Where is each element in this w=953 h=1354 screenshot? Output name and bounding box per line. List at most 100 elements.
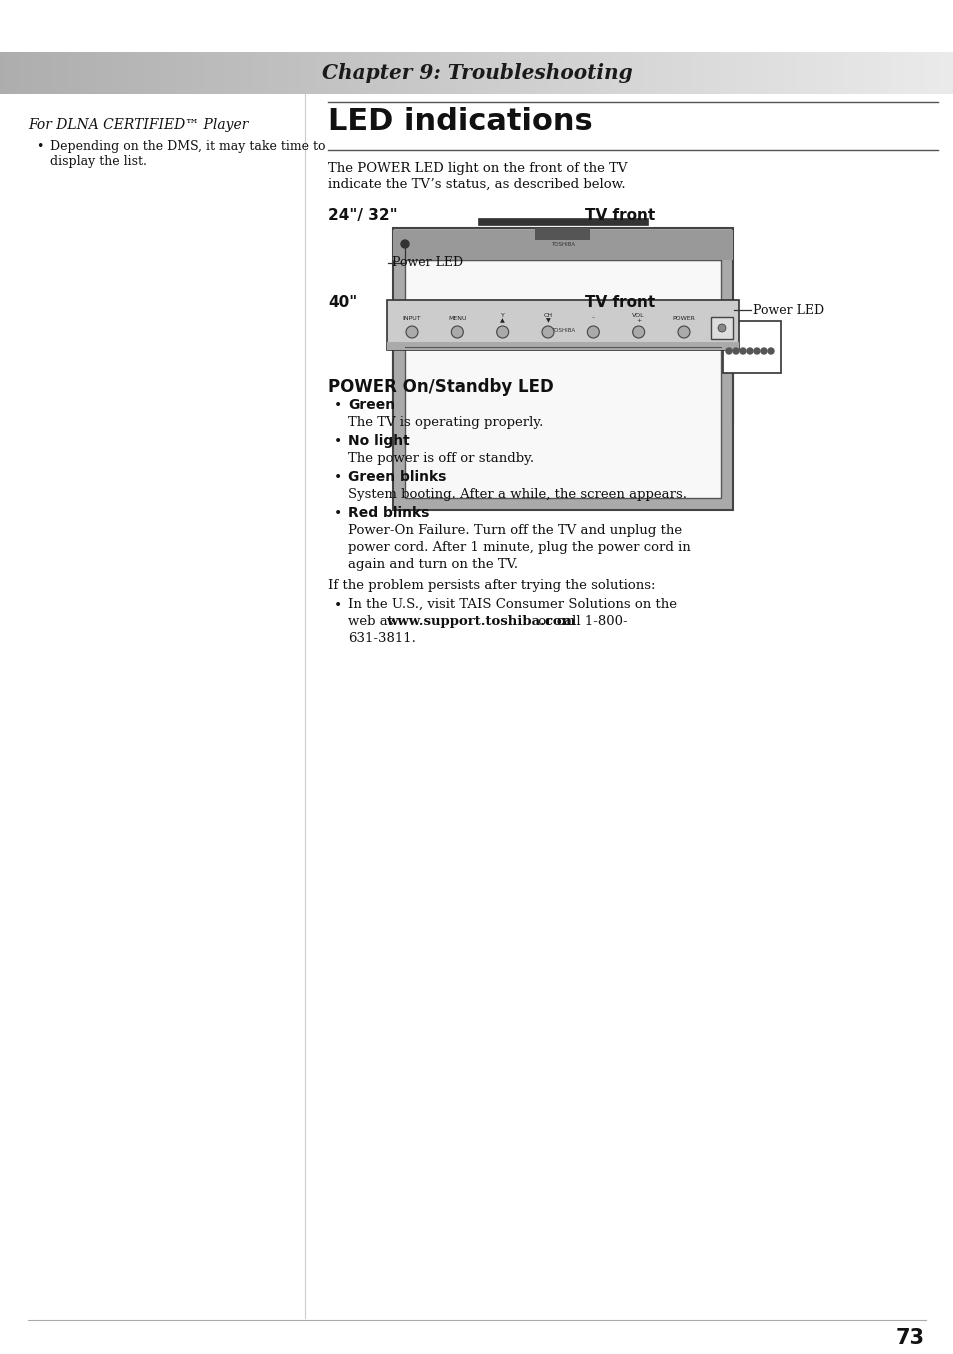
Text: No light: No light — [348, 435, 410, 448]
Bar — [848, 51, 854, 93]
Bar — [529, 51, 535, 93]
Bar — [119, 51, 125, 93]
Bar — [19, 51, 25, 93]
Bar — [839, 51, 844, 93]
Circle shape — [767, 348, 773, 353]
Text: again and turn on the TV.: again and turn on the TV. — [348, 558, 517, 571]
Bar — [257, 51, 263, 93]
Bar — [653, 51, 659, 93]
Bar — [462, 51, 468, 93]
Bar — [739, 51, 744, 93]
Bar — [5, 51, 10, 93]
Bar — [948, 51, 953, 93]
Bar — [133, 51, 139, 93]
Bar — [886, 51, 892, 93]
Text: –: – — [591, 315, 595, 321]
Text: •: • — [334, 470, 342, 483]
Bar — [558, 51, 563, 93]
Circle shape — [497, 326, 508, 338]
Bar — [667, 51, 673, 93]
Bar — [805, 51, 811, 93]
Bar — [48, 51, 53, 93]
Bar — [300, 51, 306, 93]
Bar — [896, 51, 902, 93]
Bar — [710, 51, 716, 93]
Bar — [243, 51, 249, 93]
Bar — [929, 51, 935, 93]
Bar — [567, 51, 573, 93]
Text: Power LED: Power LED — [392, 256, 462, 269]
Circle shape — [753, 348, 760, 353]
Bar — [691, 51, 697, 93]
Bar — [943, 51, 949, 93]
Bar — [214, 51, 220, 93]
Bar — [324, 51, 330, 93]
Bar — [748, 51, 754, 93]
Text: System booting. After a while, the screen appears.: System booting. After a while, the scree… — [348, 487, 686, 501]
Bar — [357, 51, 363, 93]
Bar — [415, 51, 420, 93]
Bar — [186, 51, 192, 93]
Bar — [824, 51, 830, 93]
Bar — [510, 51, 516, 93]
Bar — [696, 51, 701, 93]
Bar — [205, 51, 211, 93]
Bar — [81, 51, 87, 93]
Text: Y
▲: Y ▲ — [499, 313, 504, 324]
Bar — [591, 51, 597, 93]
Bar — [143, 51, 149, 93]
Bar — [619, 51, 625, 93]
Bar — [0, 51, 6, 93]
Bar — [453, 51, 458, 93]
Bar — [338, 51, 344, 93]
Bar — [596, 51, 601, 93]
Bar — [276, 51, 282, 93]
Bar — [700, 51, 706, 93]
Bar — [753, 51, 759, 93]
Text: Power LED: Power LED — [752, 303, 823, 317]
Bar — [167, 51, 172, 93]
Text: Chapter 9: Troubleshooting: Chapter 9: Troubleshooting — [321, 64, 632, 83]
Bar — [410, 51, 416, 93]
Bar — [491, 51, 497, 93]
Bar — [662, 51, 668, 93]
Bar — [162, 51, 168, 93]
Bar — [581, 51, 587, 93]
Bar — [920, 51, 925, 93]
Bar — [801, 51, 806, 93]
Bar — [562, 51, 568, 93]
Bar — [796, 51, 801, 93]
Bar — [834, 51, 840, 93]
Text: 40": 40" — [328, 295, 356, 310]
Bar — [172, 51, 177, 93]
Circle shape — [400, 240, 409, 248]
Bar — [677, 51, 682, 93]
Bar — [387, 301, 739, 349]
Bar — [391, 51, 396, 93]
Bar — [429, 51, 435, 93]
Bar — [114, 51, 120, 93]
Bar — [448, 51, 454, 93]
Text: INPUT: INPUT — [402, 315, 421, 321]
Bar — [843, 51, 849, 93]
Circle shape — [678, 326, 689, 338]
Bar — [176, 51, 182, 93]
Bar — [472, 51, 477, 93]
Bar — [734, 51, 740, 93]
Bar — [295, 51, 301, 93]
Text: 73: 73 — [895, 1328, 923, 1349]
Bar — [262, 51, 268, 93]
Bar — [639, 51, 644, 93]
Bar — [939, 51, 944, 93]
Bar — [505, 51, 511, 93]
Bar — [310, 51, 315, 93]
Text: •: • — [334, 435, 342, 448]
Bar — [233, 51, 239, 93]
Bar — [686, 51, 692, 93]
Text: MENU: MENU — [448, 315, 466, 321]
Text: For DLNA CERTIFIED™ Player: For DLNA CERTIFIED™ Player — [28, 118, 248, 131]
Text: 24"/ 32": 24"/ 32" — [328, 209, 397, 223]
Text: TOSHIBA: TOSHIBA — [551, 241, 575, 246]
Bar — [71, 51, 77, 93]
Text: TV front: TV front — [584, 209, 655, 223]
